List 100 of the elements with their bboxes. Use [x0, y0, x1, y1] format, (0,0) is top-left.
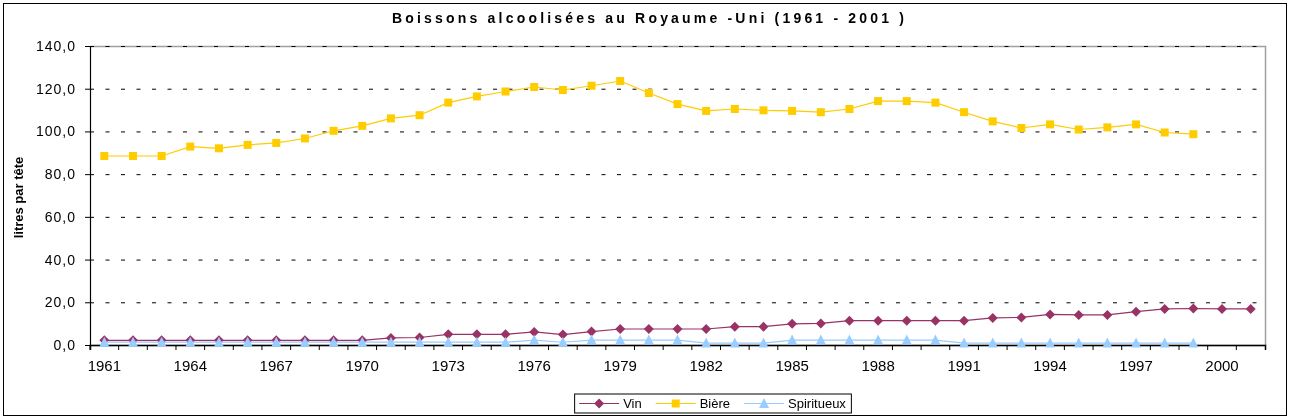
point	[529, 326, 540, 337]
point	[873, 334, 884, 345]
x-tick-label: 1991	[947, 356, 981, 374]
point	[701, 323, 712, 334]
x-tick-label: 1997	[1119, 356, 1153, 374]
x-tick-label: 1964	[173, 356, 207, 374]
point	[1017, 124, 1026, 133]
point	[1159, 303, 1170, 314]
point	[960, 108, 969, 117]
x-tick-label: 1961	[87, 356, 122, 374]
point	[787, 318, 798, 329]
point	[443, 329, 454, 340]
y-tick-label: 40,0	[44, 251, 76, 268]
point	[272, 138, 281, 147]
point	[787, 334, 798, 345]
point	[557, 329, 568, 340]
point	[558, 86, 567, 94]
point	[874, 97, 883, 106]
point	[1159, 337, 1170, 348]
point	[987, 337, 998, 348]
x-tick-label: 1985	[775, 356, 809, 374]
point	[443, 336, 454, 347]
point	[1016, 312, 1027, 323]
point	[988, 117, 997, 126]
point	[758, 321, 769, 332]
point	[557, 336, 568, 347]
point	[1103, 123, 1112, 132]
point	[100, 151, 109, 160]
point	[702, 106, 711, 115]
point	[616, 77, 625, 86]
point	[930, 315, 941, 326]
point	[1217, 303, 1228, 314]
point	[643, 334, 654, 345]
x-tick-label: 1976	[517, 356, 551, 374]
point	[471, 329, 482, 340]
point	[128, 151, 137, 160]
point	[987, 312, 998, 323]
y-axis-title: litres par tête	[11, 156, 26, 239]
point	[1188, 303, 1199, 314]
point	[529, 334, 540, 345]
point	[758, 337, 769, 348]
point	[873, 315, 884, 326]
point	[358, 121, 367, 130]
y-tick-label: 0,0	[53, 336, 76, 353]
point	[587, 81, 596, 90]
point	[759, 106, 768, 115]
point	[815, 318, 826, 329]
legend-label: Bière	[699, 396, 731, 411]
point	[157, 151, 166, 160]
legend-label: Spiritueux	[788, 396, 847, 411]
point	[931, 98, 940, 107]
x-tick-label: 1973	[431, 356, 465, 374]
point	[615, 334, 626, 345]
chart-title: Boissons alcoolisées au Royaume -Uni (1961 - 2001 )	[392, 10, 904, 26]
point	[586, 326, 597, 337]
legend-label: Vin	[623, 396, 642, 411]
point	[214, 144, 223, 153]
y-tick-label: 80,0	[44, 166, 76, 183]
point	[1045, 337, 1056, 348]
point	[730, 105, 739, 113]
point	[816, 108, 825, 117]
point	[1016, 337, 1027, 348]
y-tick-label: 120,0	[35, 80, 76, 97]
point	[672, 323, 683, 334]
point	[414, 336, 425, 347]
point	[844, 315, 855, 326]
point	[472, 92, 481, 101]
x-tick-label: 1979	[603, 356, 637, 374]
point	[329, 126, 338, 135]
point	[729, 321, 740, 332]
point	[788, 106, 797, 115]
point	[1189, 130, 1198, 139]
point	[644, 88, 653, 97]
point	[1245, 303, 1256, 314]
point	[586, 334, 597, 345]
point	[300, 134, 309, 143]
point	[959, 337, 970, 348]
point	[1102, 337, 1113, 348]
point	[444, 98, 453, 107]
point	[1188, 337, 1199, 348]
point	[844, 334, 855, 345]
y-tick-label: 140,0	[35, 37, 76, 54]
point	[1102, 309, 1113, 320]
point	[729, 337, 740, 348]
point	[530, 83, 539, 92]
point	[1132, 120, 1141, 129]
x-tick-label: 1967	[259, 356, 293, 374]
point	[673, 100, 682, 109]
point	[500, 329, 511, 340]
x-tick-label: 1994	[1033, 356, 1067, 374]
point	[959, 315, 970, 326]
point	[930, 334, 941, 345]
point	[243, 140, 252, 149]
point	[1046, 120, 1055, 129]
point	[415, 111, 424, 120]
y-tick-label: 100,0	[35, 123, 76, 140]
point	[1131, 337, 1142, 348]
point	[1073, 309, 1084, 320]
point	[672, 334, 683, 345]
point	[386, 114, 395, 123]
